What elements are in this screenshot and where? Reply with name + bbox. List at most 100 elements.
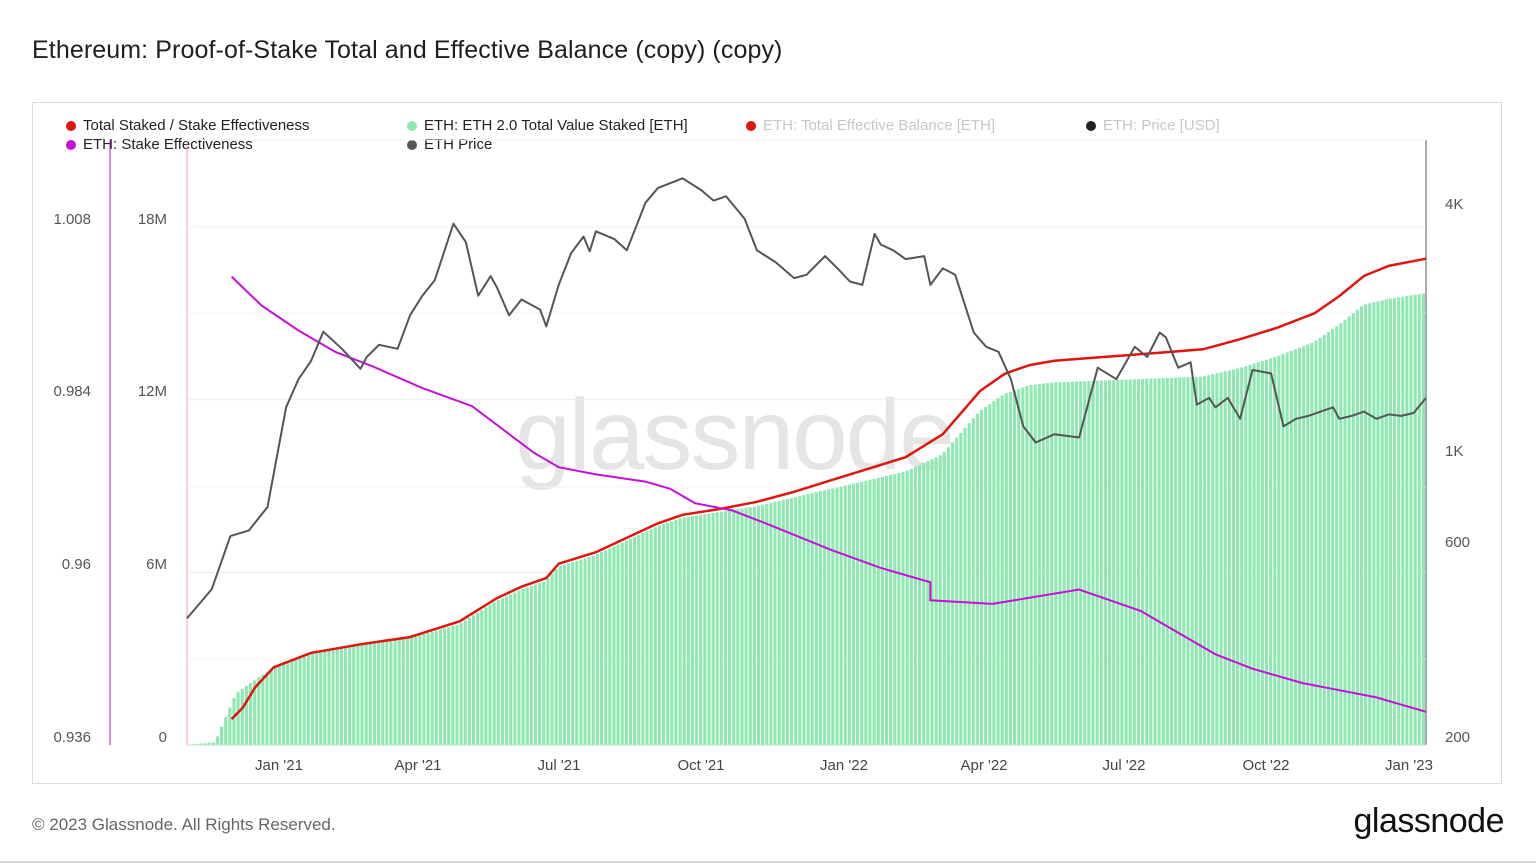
staked-bar (315, 651, 319, 745)
staked-bar (620, 542, 624, 745)
staked-bar (381, 641, 385, 745)
staked-bar (971, 418, 975, 745)
staked-bar (856, 482, 860, 745)
legend-dot-icon (66, 139, 76, 150)
staked-bar (897, 473, 901, 745)
staked-bar (1103, 380, 1107, 745)
legend-dot-icon (746, 120, 756, 131)
staked-bar (1013, 390, 1017, 745)
staked-bar (682, 517, 686, 745)
total-staked-line (230, 257, 1427, 720)
staked-bar (951, 442, 955, 745)
staked-bar (224, 717, 228, 745)
staked-bar (1392, 297, 1397, 745)
staked-bar (257, 677, 261, 745)
staked-bar (715, 512, 719, 745)
staked-bar (1264, 359, 1269, 745)
staked-bar (195, 743, 199, 745)
staked-bar (1058, 382, 1062, 745)
staked-bar (310, 652, 315, 745)
staked-bar (1083, 381, 1087, 745)
staked-bar (343, 646, 348, 745)
staked-bar (1359, 306, 1364, 745)
staked-bar (728, 510, 732, 745)
staked-bar (505, 596, 509, 745)
staked-bar (418, 635, 422, 745)
staked-bar (661, 524, 666, 745)
staked-bar (1136, 379, 1141, 745)
staked-bar (1252, 363, 1256, 745)
staked-bar (1231, 369, 1236, 745)
staked-bar (810, 493, 814, 745)
staked-bar (649, 529, 653, 745)
staked-bar (566, 563, 571, 745)
staked-bar (360, 644, 364, 745)
staked-bar (979, 409, 984, 745)
staked-bar (946, 447, 951, 745)
x-tick-label: Jan '22 (820, 757, 868, 774)
staked-bar (529, 586, 533, 745)
x-tick-label: Apr '21 (394, 757, 441, 774)
staked-bar (930, 459, 934, 745)
staked-bar (1091, 380, 1095, 745)
staked-bar (471, 615, 476, 745)
staked-bar (1351, 313, 1355, 745)
staked-bar (191, 744, 195, 745)
stake-effectiveness-line (230, 275, 1427, 713)
legend-item-total-staked[interactable]: Total Staked / Stake Effectiveness (66, 117, 310, 134)
staked-bar (781, 499, 785, 745)
staked-bar (348, 646, 352, 745)
legend-dot-icon (1086, 120, 1096, 131)
staked-bar (546, 578, 550, 745)
staked-bar (1066, 381, 1070, 745)
staked-bar (443, 628, 447, 745)
x-tick-label: Jan '21 (255, 757, 303, 774)
staked-bar (1355, 309, 1359, 745)
staked-bar (633, 536, 637, 745)
x-tick-label: Oct '21 (677, 757, 724, 774)
staked-bar (438, 629, 443, 745)
staked-bar (1000, 395, 1004, 745)
staked-bar (1120, 379, 1124, 745)
staked-bar (496, 600, 500, 745)
legend-dot-icon (407, 120, 417, 131)
staked-bar (430, 631, 434, 745)
staked-bar (281, 663, 286, 745)
staked-bar (463, 620, 467, 745)
staked-bar (203, 743, 207, 745)
staked-bar (843, 485, 847, 745)
staked-bar (1401, 296, 1405, 745)
staked-bar (670, 521, 674, 745)
staked-bar (1269, 358, 1273, 745)
staked-bar (736, 509, 740, 745)
staked-bar (323, 650, 327, 745)
staked-bar (331, 648, 335, 745)
staked-bar (612, 546, 616, 745)
staked-bar (484, 607, 488, 745)
staked-bar (459, 622, 463, 745)
staked-bar (1207, 375, 1211, 745)
staked-bar (851, 483, 856, 745)
legend-item-total-value-staked[interactable]: ETH: ETH 2.0 Total Value Staked [ETH] (407, 117, 688, 134)
staked-bar (1099, 380, 1103, 745)
staked-bar (1202, 376, 1207, 745)
staked-bar (509, 594, 513, 745)
staked-bar (558, 565, 562, 745)
legend-item-price-usd[interactable]: ETH: Price [USD] (1086, 117, 1220, 134)
staked-bar (476, 612, 480, 745)
staked-bar (1380, 300, 1384, 745)
staked-tick-label: 18M (138, 211, 167, 228)
staked-bar (1322, 334, 1326, 745)
staked-bar (1405, 296, 1409, 745)
staked-bar (756, 505, 761, 745)
staked-bar (1074, 381, 1079, 745)
staked-bar (740, 508, 744, 745)
staked-bar (480, 610, 484, 745)
staked-bar (286, 661, 290, 745)
legend-item-effective-balance[interactable]: ETH: Total Effective Balance [ETH] (746, 117, 995, 134)
legend-label: Total Staked / Stake Effectiveness (83, 117, 310, 134)
staked-bar (397, 639, 401, 745)
staked-bar (1017, 388, 1021, 745)
staked-bar (744, 507, 748, 745)
staked-bar (637, 534, 641, 745)
